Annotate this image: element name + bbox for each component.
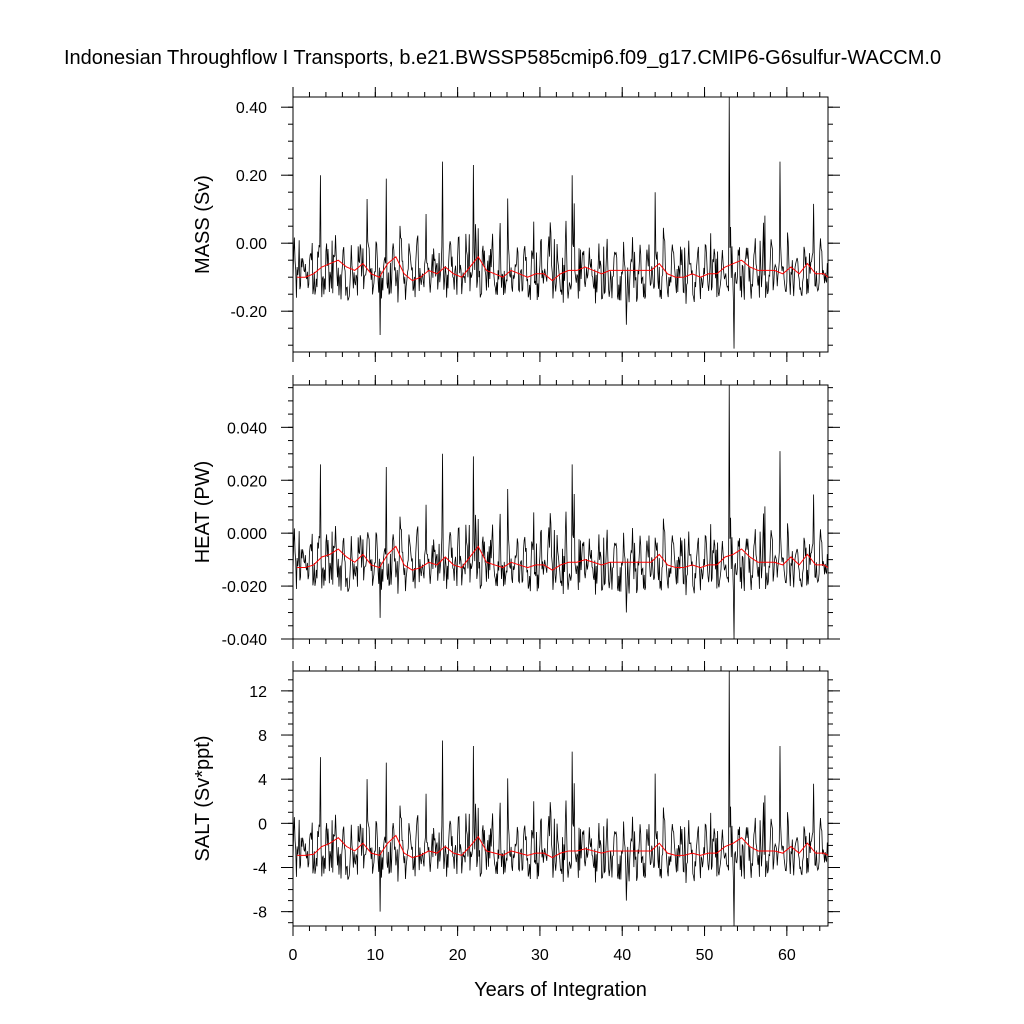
x-tick-label: 30 bbox=[531, 947, 549, 964]
y-tick-label: -0.040 bbox=[222, 632, 267, 649]
y-tick-label: -0.20 bbox=[231, 304, 268, 321]
y-tick-label: 0.40 bbox=[236, 100, 267, 117]
y-tick-label: 0.040 bbox=[227, 420, 267, 437]
heat-y-axis-label: HEAT (PW) bbox=[192, 461, 214, 564]
mass-panel: -0.20 0.00 0.20 0.40 MASS (Sv) bbox=[192, 87, 840, 362]
y-tick-label: 8 bbox=[258, 728, 267, 745]
mass-plot-frame bbox=[292, 96, 829, 353]
y-tick-label: 0.020 bbox=[227, 473, 267, 490]
y-tick-label: 0 bbox=[258, 816, 267, 833]
y-tick-label: 0.20 bbox=[236, 168, 267, 185]
mass-annual-mean-line bbox=[297, 255, 829, 282]
salt-annual-mean-line bbox=[297, 834, 829, 859]
x-tick-label: 60 bbox=[778, 947, 796, 964]
y-tick-label: 4 bbox=[258, 772, 267, 789]
salt-y-axis-label: SALT (Sv*ppt) bbox=[192, 736, 214, 862]
heat-plot-frame bbox=[292, 384, 829, 640]
mass-y-axis-label: MASS (Sv) bbox=[192, 175, 214, 274]
y-tick-label: -8 bbox=[253, 905, 267, 922]
x-tick-label: 40 bbox=[613, 947, 631, 964]
y-tick-label: 12 bbox=[249, 684, 267, 701]
salt-monthly-line bbox=[292, 670, 829, 927]
heat-panel: -0.040 -0.020 0.000 0.020 0.040 HEAT (PW) bbox=[192, 375, 840, 649]
y-tick-label: -0.020 bbox=[222, 579, 267, 596]
y-tick-label: 0.00 bbox=[236, 236, 267, 253]
heat-annual-mean-line bbox=[297, 545, 829, 571]
salt-panel: 0 10 20 30 40 50 60 -8 -4 0 4 8 12 SALT (Sv*ppt) Years… bbox=[192, 661, 840, 1001]
mass-monthly-line bbox=[292, 96, 829, 349]
salt-plot-frame bbox=[292, 670, 829, 927]
x-tick-label: 10 bbox=[366, 947, 384, 964]
chart-title: Indonesian Throughflow I Transports, b.e… bbox=[64, 47, 942, 69]
x-axis-label: Years of Integration bbox=[474, 979, 647, 1001]
heat-monthly-line bbox=[292, 384, 829, 640]
x-tick-label: 20 bbox=[449, 947, 467, 964]
x-tick-label: 0 bbox=[289, 947, 298, 964]
y-tick-label: -4 bbox=[253, 860, 267, 877]
x-tick-label: 50 bbox=[696, 947, 714, 964]
y-tick-label: 0.000 bbox=[227, 526, 267, 543]
